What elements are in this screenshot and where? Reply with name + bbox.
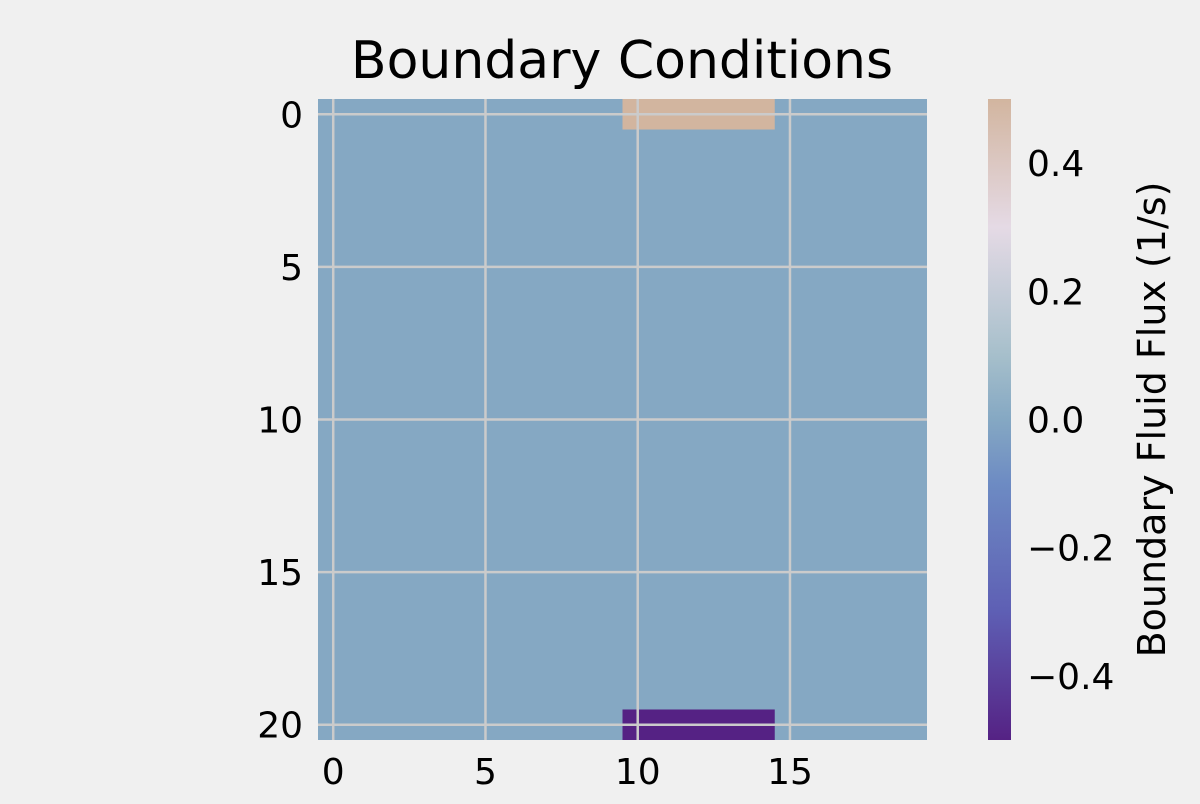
y-tick-label: 15 [257,553,303,594]
colorbar-tick-label: −0.4 [1027,657,1114,698]
colorbar: −0.4 −0.2 0.0 0.2 0.4 [988,99,1114,740]
chart-title: Boundary Conditions [351,31,893,91]
x-tick-label: 5 [474,752,497,793]
y-tick-label: 5 [280,248,303,289]
x-tick-label: 15 [767,752,813,793]
y-tick-label: 20 [257,706,303,747]
colorbar-tick-label: 0.2 [1027,272,1084,313]
colorbar-gradient [988,99,1011,740]
heatmap-area [318,99,927,740]
y-tick-label: 10 [257,401,303,442]
y-axis: 0 5 10 15 20 [257,95,303,746]
y-tick-label: 0 [280,95,303,136]
colorbar-label: Boundary Fluid Flux (1/s) [1130,182,1174,658]
x-axis: 0 5 10 15 [322,752,813,793]
x-tick-label: 10 [615,752,661,793]
colorbar-tick-label: 0.0 [1027,401,1084,442]
colorbar-tick-label: −0.2 [1027,529,1114,570]
colorbar-tick-label: 0.4 [1027,144,1084,185]
x-tick-label: 0 [322,752,345,793]
